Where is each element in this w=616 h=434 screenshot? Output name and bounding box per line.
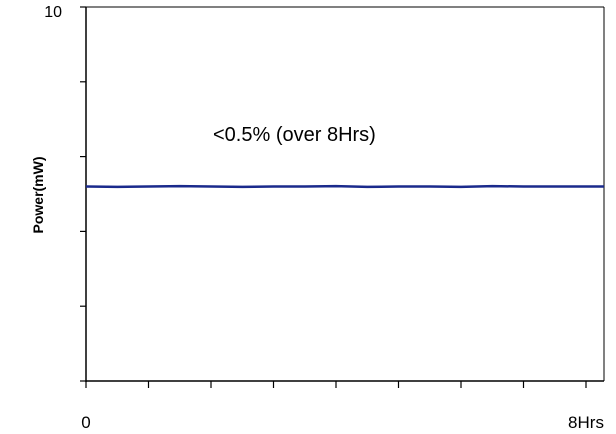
y-tick-labels: 10 — [44, 4, 62, 21]
series-layer — [85, 184, 604, 189]
x-tick-label: 0 — [81, 413, 90, 432]
axes — [85, 6, 605, 382]
x-tick-labels: 0 8Hrs — [81, 413, 604, 432]
series-line — [85, 184, 604, 189]
y-axis-label: Power(mW) — [30, 157, 46, 234]
y-axis-ticks — [80, 6, 86, 382]
stability-annotation: <0.5% (over 8Hrs) — [213, 124, 376, 146]
x-axis-ticks — [85, 381, 587, 388]
x-tick-label: 8Hrs — [568, 413, 604, 432]
y-tick-label: 10 — [44, 4, 62, 21]
